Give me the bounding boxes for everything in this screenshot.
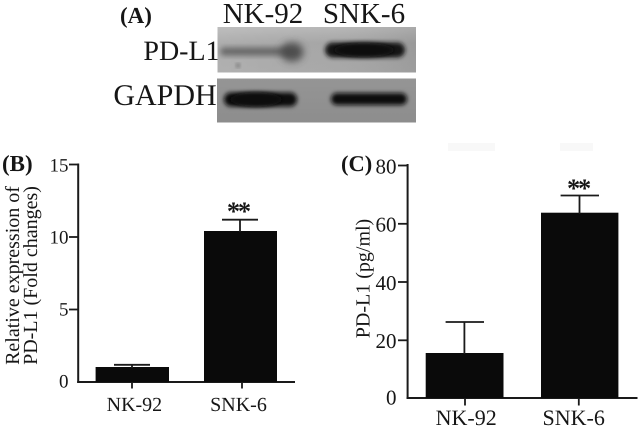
svg-text:0: 0 bbox=[59, 372, 69, 393]
svg-text:20: 20 bbox=[376, 329, 397, 353]
svg-text:(C): (C) bbox=[341, 151, 372, 176]
svg-text:0: 0 bbox=[386, 386, 397, 410]
svg-text:60: 60 bbox=[376, 213, 397, 237]
svg-text:5: 5 bbox=[59, 300, 69, 321]
svg-text:15: 15 bbox=[50, 155, 69, 176]
svg-text:PD-L1: PD-L1 bbox=[143, 36, 219, 67]
svg-text:NK-92: NK-92 bbox=[223, 0, 304, 30]
svg-text:80: 80 bbox=[376, 154, 397, 178]
svg-text:10: 10 bbox=[50, 228, 69, 249]
svg-text:PD-L1 (Fold changes): PD-L1 (Fold changes) bbox=[20, 186, 42, 365]
svg-text:(A): (A) bbox=[120, 3, 152, 28]
svg-text:*: * bbox=[578, 173, 591, 203]
svg-text:SNK-6: SNK-6 bbox=[323, 0, 405, 30]
svg-text:NK-92: NK-92 bbox=[436, 405, 497, 430]
svg-text:NK-92: NK-92 bbox=[107, 394, 163, 416]
svg-text:*: * bbox=[567, 173, 580, 203]
svg-text:PD-L1 (pg/ml): PD-L1 (pg/ml) bbox=[353, 219, 375, 338]
svg-text:*: * bbox=[238, 196, 251, 226]
svg-text:40: 40 bbox=[376, 271, 397, 295]
svg-text:SNK-6: SNK-6 bbox=[210, 394, 267, 416]
svg-text:GAPDH: GAPDH bbox=[113, 79, 216, 112]
svg-text:*: * bbox=[227, 196, 240, 226]
svg-text:(B): (B) bbox=[2, 151, 33, 176]
svg-text:SNK-6: SNK-6 bbox=[543, 405, 605, 430]
svg-text:Relative expression of: Relative expression of bbox=[2, 186, 24, 365]
